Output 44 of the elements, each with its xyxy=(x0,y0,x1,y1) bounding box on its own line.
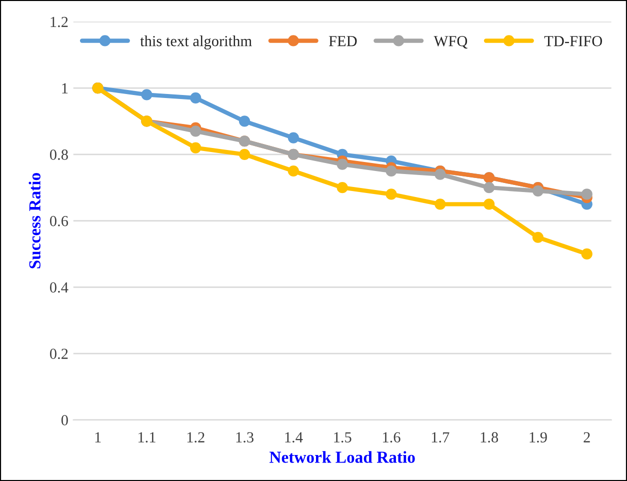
point xyxy=(190,126,202,137)
point xyxy=(288,132,299,144)
x-tick-label: 1.5 xyxy=(334,432,352,443)
x-tick-label: 1.3 xyxy=(236,432,254,443)
point xyxy=(336,182,348,194)
point xyxy=(484,182,495,194)
point xyxy=(386,188,397,200)
legend-label: TD-FIFO xyxy=(544,36,602,46)
point xyxy=(238,116,250,127)
x-tick-label: 1.4 xyxy=(285,432,303,443)
legend-label: WFQ xyxy=(434,36,468,49)
point xyxy=(288,165,299,177)
y-tick-label: 0.2 xyxy=(50,348,68,360)
point xyxy=(336,158,348,170)
point xyxy=(238,148,250,160)
point xyxy=(581,248,592,260)
legend-label: this text algorithm xyxy=(140,35,252,50)
y-tick-label: 1 xyxy=(62,83,68,94)
y-tick-label: 0 xyxy=(61,415,68,426)
point xyxy=(581,188,592,200)
y-tick-label: 1.2 xyxy=(50,16,68,28)
point xyxy=(434,198,446,210)
x-tick-label: 1.2 xyxy=(187,432,204,443)
point xyxy=(532,232,544,243)
x-axis-title: Network Load Ratio xyxy=(270,451,415,463)
y-tick-label: 0.4 xyxy=(50,282,68,293)
x-tick-label: 1.1 xyxy=(138,432,156,443)
point xyxy=(190,142,202,154)
legend-label: FED xyxy=(328,36,357,46)
point xyxy=(484,198,495,210)
x-tick-label: 1.9 xyxy=(530,432,547,443)
y-tick-label: 0.6 xyxy=(50,216,68,226)
y-axis-title: Success Ratio xyxy=(28,173,40,268)
x-tick-label: 1.8 xyxy=(480,432,498,443)
point xyxy=(386,165,397,177)
point xyxy=(190,92,202,104)
point xyxy=(434,168,446,180)
x-tick-label: 1.7 xyxy=(432,432,450,443)
x-tick-label: 1 xyxy=(95,432,101,442)
y-tick-label: 0.8 xyxy=(50,150,68,160)
x-tick-label: 2 xyxy=(584,432,590,442)
x-tick-label: 1.6 xyxy=(383,432,400,443)
point xyxy=(141,89,152,100)
point xyxy=(532,185,544,196)
